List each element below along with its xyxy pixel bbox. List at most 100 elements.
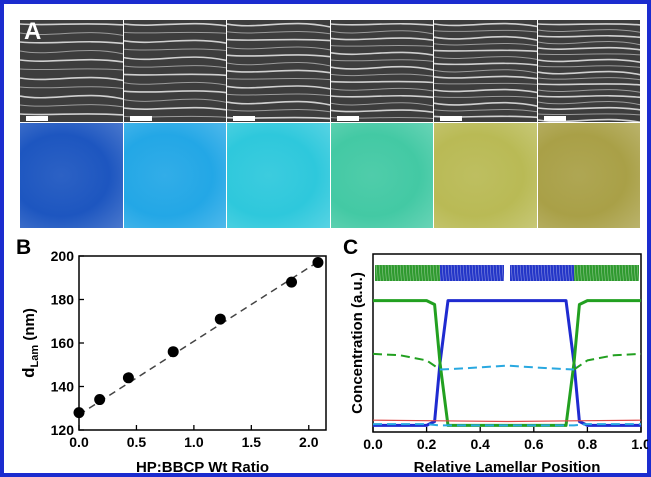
sem-micrograph-tile	[434, 20, 537, 122]
scale-bar	[233, 116, 255, 121]
brush-texture	[552, 263, 555, 283]
brush-texture	[588, 263, 591, 283]
brush-texture	[393, 263, 396, 283]
brush-texture	[438, 263, 441, 283]
brush-texture	[447, 263, 450, 283]
sem-micrograph-tile	[537, 20, 640, 122]
brush-texture	[582, 263, 585, 283]
sem-micrograph-tile	[227, 20, 330, 122]
brush-texture	[429, 263, 432, 283]
x-tick-label: 0.6	[524, 436, 544, 452]
brush-texture	[543, 263, 546, 283]
y-axis-label: Concentration (a.u.)	[349, 272, 366, 414]
brush-texture	[609, 263, 612, 283]
sem-micrograph-tile	[123, 20, 226, 122]
brush-texture	[420, 263, 423, 283]
optical-reflectance-tile	[330, 123, 433, 228]
brush-texture	[555, 263, 558, 283]
x-tick-label: 2.0	[299, 434, 319, 450]
brush-texture	[465, 263, 468, 283]
brush-texture	[459, 263, 462, 283]
brush-texture	[549, 263, 552, 283]
brush-texture	[636, 263, 639, 283]
brush-texture	[384, 263, 387, 283]
series-line	[373, 299, 641, 427]
brush-texture	[558, 263, 561, 283]
brush-texture	[486, 263, 489, 283]
brush-texture	[462, 263, 465, 283]
optical-reflectance-tile	[20, 123, 123, 228]
brush-texture	[480, 263, 483, 283]
lamellae-texture	[330, 22, 433, 120]
x-axis-label: HP:BBCP Wt Ratio	[136, 459, 269, 476]
series-line	[372, 419, 642, 423]
brush-texture	[615, 263, 618, 283]
brush-texture	[474, 263, 477, 283]
lamellae-texture	[227, 22, 330, 120]
brush-texture	[396, 263, 399, 283]
brush-texture	[414, 263, 417, 283]
brush-texture	[522, 263, 525, 283]
lamellae-texture	[20, 23, 123, 116]
data-point	[167, 346, 179, 358]
brush-texture	[492, 263, 495, 283]
brush-texture	[540, 263, 543, 283]
brush-texture	[606, 263, 609, 283]
brush-texture	[603, 263, 606, 283]
brush-texture	[477, 263, 480, 283]
brush-texture	[378, 263, 381, 283]
y-tick-label: 200	[51, 248, 75, 264]
brush-texture	[573, 263, 576, 283]
series-line	[372, 352, 441, 371]
brush-texture	[531, 263, 534, 283]
data-point	[94, 394, 106, 406]
brush-texture	[612, 263, 615, 283]
brush-texture	[402, 263, 405, 283]
brush-texture	[375, 263, 378, 283]
brush-texture	[564, 263, 567, 283]
sem-micrograph-tile	[20, 20, 123, 122]
brush-texture	[594, 263, 597, 283]
y-tick-label: 180	[51, 292, 75, 308]
brush-texture	[597, 263, 600, 283]
brush-texture	[534, 263, 537, 283]
optical-reflectance-tile	[123, 123, 226, 228]
brush-texture	[495, 263, 498, 283]
chart-b: 0.0 0.5 1.0 1.5 2.0 120 140 160 180 200 HP:BBCP Wt…	[19, 248, 327, 476]
brush-texture	[516, 263, 519, 283]
green-domain-strip	[574, 265, 639, 281]
x-tick-label: 1.0	[184, 434, 204, 450]
brush-texture	[471, 263, 474, 283]
plot-frame	[372, 253, 642, 433]
brush-texture	[627, 263, 630, 283]
brush-texture	[585, 263, 588, 283]
brush-texture	[618, 263, 621, 283]
brush-texture	[456, 263, 459, 283]
brush-texture	[387, 263, 390, 283]
x-tick-label: 1.5	[242, 434, 262, 450]
data-point	[73, 407, 85, 419]
series-line	[373, 299, 641, 427]
brush-texture	[621, 263, 624, 283]
series-line	[439, 364, 575, 371]
x-tick-label: 0.4	[470, 436, 490, 452]
brush-texture	[483, 263, 486, 283]
y-tick-label: 160	[51, 335, 75, 351]
brush-texture	[390, 263, 393, 283]
lamellae-texture	[434, 22, 537, 119]
brush-texture	[426, 263, 429, 283]
brush-texture	[417, 263, 420, 283]
brush-texture	[519, 263, 522, 283]
brush-texture	[411, 263, 414, 283]
brush-texture	[405, 263, 408, 283]
y-tick-label: 140	[51, 379, 75, 395]
brush-texture	[468, 263, 471, 283]
optical-reflectance-tile	[537, 123, 640, 228]
brush-texture	[591, 263, 594, 283]
green-domain-strip	[375, 265, 440, 281]
brush-texture	[513, 263, 516, 283]
scale-bar	[336, 116, 359, 121]
optical-reflectance-tile	[434, 123, 537, 228]
data-point	[286, 276, 298, 288]
